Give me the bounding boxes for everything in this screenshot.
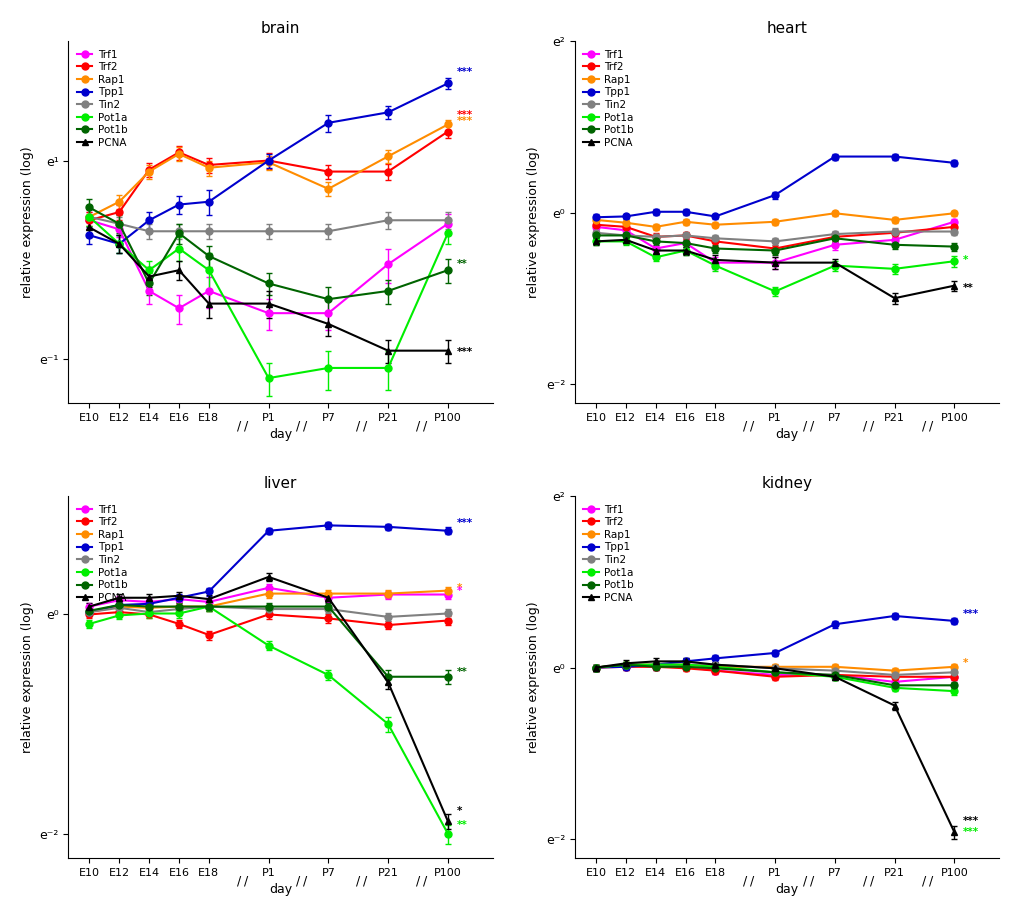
X-axis label: day: day (774, 883, 798, 896)
Text: ***: *** (457, 110, 473, 120)
Text: *: * (457, 806, 462, 816)
Text: /: / (422, 875, 427, 888)
Text: /: / (416, 420, 420, 433)
Text: ***: *** (457, 518, 473, 528)
Text: /: / (862, 420, 866, 433)
Text: *: * (962, 255, 968, 265)
Title: heart: heart (766, 21, 807, 36)
Y-axis label: relative expression (log): relative expression (log) (527, 146, 540, 298)
Text: /: / (356, 420, 360, 433)
Title: liver: liver (264, 476, 297, 491)
Text: /: / (869, 420, 873, 433)
Text: /: / (743, 420, 747, 433)
Title: brain: brain (261, 21, 300, 36)
Text: /: / (862, 875, 866, 888)
Legend: Trf1, Trf2, Rap1, Tpp1, Tin2, Pot1a, Pot1b, PCNA: Trf1, Trf2, Rap1, Tpp1, Tin2, Pot1a, Pot… (73, 502, 130, 606)
X-axis label: day: day (774, 428, 798, 441)
Text: /: / (809, 420, 813, 433)
Text: /: / (743, 875, 747, 888)
Text: /: / (802, 420, 806, 433)
Legend: Trf1, Trf2, Rap1, Tpp1, Tin2, Pot1a, Pot1b, PCNA: Trf1, Trf2, Rap1, Tpp1, Tin2, Pot1a, Pot… (580, 47, 636, 151)
Text: /: / (363, 420, 367, 433)
Text: /: / (303, 420, 308, 433)
Text: ***: *** (962, 827, 978, 837)
Y-axis label: relative expression (log): relative expression (log) (20, 146, 34, 298)
Text: /: / (928, 420, 932, 433)
Text: /: / (928, 875, 932, 888)
Y-axis label: relative expression (log): relative expression (log) (527, 602, 540, 753)
Legend: Trf1, Trf2, Rap1, Tpp1, Tin2, Pot1a, Pot1b, PCNA: Trf1, Trf2, Rap1, Tpp1, Tin2, Pot1a, Pot… (73, 47, 130, 151)
Text: /: / (749, 875, 754, 888)
Text: ***: *** (457, 67, 473, 77)
Title: kidney: kidney (761, 476, 812, 491)
Text: /: / (303, 875, 308, 888)
Text: /: / (244, 875, 248, 888)
Text: /: / (297, 420, 301, 433)
Text: /: / (809, 875, 813, 888)
Text: *: * (457, 587, 462, 596)
Text: ***: *** (962, 609, 978, 619)
X-axis label: day: day (269, 428, 291, 441)
Text: /: / (416, 875, 420, 888)
Text: ***: *** (457, 116, 473, 127)
Text: /: / (236, 420, 240, 433)
Text: ***: *** (457, 348, 473, 358)
Text: ***: *** (962, 816, 978, 826)
Text: /: / (422, 420, 427, 433)
Text: **: ** (457, 667, 467, 677)
Text: /: / (869, 875, 873, 888)
Text: **: ** (457, 820, 467, 830)
Text: *: * (962, 658, 968, 668)
Text: **: ** (457, 260, 467, 270)
Text: /: / (297, 875, 301, 888)
Legend: Trf1, Trf2, Rap1, Tpp1, Tin2, Pot1a, Pot1b, PCNA: Trf1, Trf2, Rap1, Tpp1, Tin2, Pot1a, Pot… (580, 502, 636, 606)
Text: /: / (244, 420, 248, 433)
Text: /: / (356, 875, 360, 888)
Text: **: ** (962, 283, 973, 293)
Text: /: / (236, 875, 240, 888)
Text: /: / (363, 875, 367, 888)
Text: /: / (921, 875, 925, 888)
Text: *: * (457, 583, 462, 592)
Text: /: / (749, 420, 754, 433)
Text: /: / (921, 420, 925, 433)
Text: /: / (802, 875, 806, 888)
X-axis label: day: day (269, 883, 291, 896)
Y-axis label: relative expression (log): relative expression (log) (20, 602, 34, 753)
